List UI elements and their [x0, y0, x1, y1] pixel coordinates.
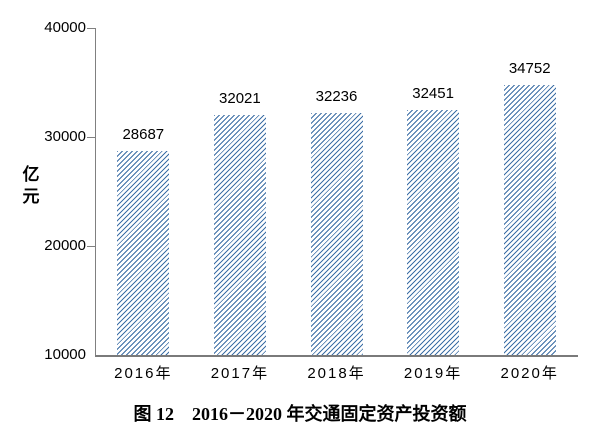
y-tick-label: 40000 [44, 19, 86, 36]
bar-2019年 [407, 110, 460, 355]
x-tick-label: 2018年 [307, 365, 366, 382]
bar-value-label: 28687 [122, 126, 165, 144]
bar-value-label: 32021 [219, 89, 261, 107]
x-tick-label: 2019年 [403, 365, 463, 382]
x-tick-label: 2016年 [114, 365, 173, 382]
bar-2018年 [310, 112, 363, 355]
y-tick-mark [87, 137, 95, 138]
bar-2017年 [213, 114, 266, 355]
y-tick-label: 10000 [44, 346, 86, 363]
y-tick-mark [87, 246, 95, 247]
x-tick-label: 2017年 [210, 365, 270, 382]
bar-value-label: 34752 [508, 60, 551, 78]
y-axis-unit-label: 亿 元 [22, 165, 40, 206]
y-tick-label: 30000 [44, 128, 86, 145]
bar-value-label: 32236 [315, 87, 358, 105]
y-tick-mark [87, 28, 95, 29]
bar-2016年 [117, 151, 170, 355]
chart-caption: 图 12 2016－2020 年交通固定资产投资额 [133, 404, 467, 424]
x-tick-label: 2020年 [500, 365, 559, 382]
bar-2020年 [503, 85, 556, 355]
bar-value-label: 32451 [412, 85, 454, 103]
y-axis-line [95, 28, 96, 356]
x-axis-line [95, 355, 578, 357]
y-tick-label: 20000 [44, 237, 86, 254]
